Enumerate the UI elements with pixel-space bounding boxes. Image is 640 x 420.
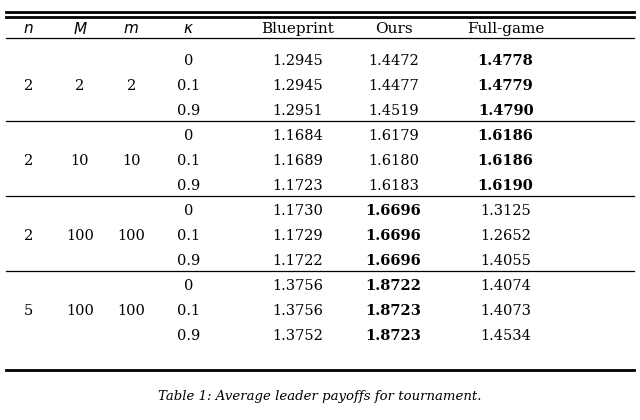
Text: 1.4519: 1.4519 xyxy=(368,104,419,118)
Text: 0: 0 xyxy=(184,279,193,293)
Text: $M$: $M$ xyxy=(72,21,88,37)
Text: 1.6696: 1.6696 xyxy=(365,204,422,218)
Text: Blueprint: Blueprint xyxy=(261,22,334,37)
Text: 1.2945: 1.2945 xyxy=(272,79,323,93)
Text: 0: 0 xyxy=(184,204,193,218)
Text: 100: 100 xyxy=(66,229,94,243)
Text: 1.8722: 1.8722 xyxy=(365,279,422,293)
Text: 1.6180: 1.6180 xyxy=(368,154,419,168)
Text: 0.9: 0.9 xyxy=(177,179,200,193)
Text: 1.1730: 1.1730 xyxy=(272,204,323,218)
Text: 1.6179: 1.6179 xyxy=(368,129,419,143)
Text: 1.4790: 1.4790 xyxy=(478,104,533,118)
Text: 0.1: 0.1 xyxy=(177,154,200,168)
Text: 1.3125: 1.3125 xyxy=(480,204,531,218)
Text: 0: 0 xyxy=(184,54,193,68)
Text: 100: 100 xyxy=(117,229,145,243)
Text: 1.6186: 1.6186 xyxy=(477,129,534,143)
Text: 5: 5 xyxy=(24,304,33,318)
Text: 2: 2 xyxy=(24,79,33,93)
Text: 1.4778: 1.4778 xyxy=(477,54,534,68)
Text: 1.3756: 1.3756 xyxy=(272,279,323,293)
Text: Full-game: Full-game xyxy=(467,22,544,37)
Text: 10: 10 xyxy=(122,154,140,168)
Text: Table 1: Average leader payoffs for tournament.: Table 1: Average leader payoffs for tour… xyxy=(158,391,482,403)
Text: 1.8723: 1.8723 xyxy=(365,304,422,318)
Text: $\kappa$: $\kappa$ xyxy=(183,22,195,37)
Text: 1.8723: 1.8723 xyxy=(365,329,422,343)
Text: Ours: Ours xyxy=(375,22,412,37)
Text: 2: 2 xyxy=(24,154,33,168)
Text: 0.9: 0.9 xyxy=(177,254,200,268)
Text: 1.6183: 1.6183 xyxy=(368,179,419,193)
Text: 0.1: 0.1 xyxy=(177,229,200,243)
Text: 1.3752: 1.3752 xyxy=(272,329,323,343)
Text: 1.1684: 1.1684 xyxy=(272,129,323,143)
Text: 1.4055: 1.4055 xyxy=(480,254,531,268)
Text: $m$: $m$ xyxy=(124,22,139,37)
Text: 1.6696: 1.6696 xyxy=(365,254,422,268)
Text: 1.4534: 1.4534 xyxy=(480,329,531,343)
Text: 1.2945: 1.2945 xyxy=(272,54,323,68)
Text: 0.1: 0.1 xyxy=(177,304,200,318)
Text: 1.4477: 1.4477 xyxy=(368,79,419,93)
Text: 1.3756: 1.3756 xyxy=(272,304,323,318)
Text: 100: 100 xyxy=(117,304,145,318)
Text: 0.9: 0.9 xyxy=(177,329,200,343)
Text: 100: 100 xyxy=(66,304,94,318)
Text: 1.4073: 1.4073 xyxy=(480,304,531,318)
Text: 1.1722: 1.1722 xyxy=(272,254,323,268)
Text: 1.6186: 1.6186 xyxy=(477,154,534,168)
Text: 2: 2 xyxy=(24,229,33,243)
Text: 10: 10 xyxy=(71,154,89,168)
Text: 1.4074: 1.4074 xyxy=(480,279,531,293)
Text: 1.6696: 1.6696 xyxy=(365,229,422,243)
Text: 1.2652: 1.2652 xyxy=(480,229,531,243)
Text: 1.2951: 1.2951 xyxy=(272,104,323,118)
Text: 0: 0 xyxy=(184,129,193,143)
Text: 0.1: 0.1 xyxy=(177,79,200,93)
Text: 1.4472: 1.4472 xyxy=(368,54,419,68)
Text: $n$: $n$ xyxy=(24,22,34,37)
Text: 1.1689: 1.1689 xyxy=(272,154,323,168)
Text: 1.1723: 1.1723 xyxy=(272,179,323,193)
Text: 1.4779: 1.4779 xyxy=(477,79,534,93)
Text: 2: 2 xyxy=(76,79,84,93)
Text: 0.9: 0.9 xyxy=(177,104,200,118)
Text: 1.6190: 1.6190 xyxy=(477,179,534,193)
Text: 2: 2 xyxy=(127,79,136,93)
Text: 1.1729: 1.1729 xyxy=(272,229,323,243)
